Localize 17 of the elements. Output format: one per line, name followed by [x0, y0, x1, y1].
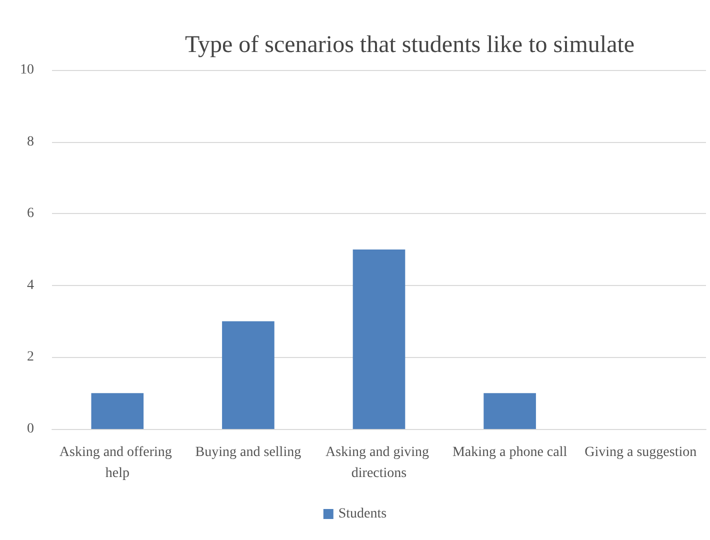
bar — [484, 393, 536, 429]
bar — [352, 250, 406, 429]
y-tick-label: 8 — [27, 134, 34, 150]
chart-title: Type of scenarios that students like to simulate — [185, 32, 635, 58]
x-tick-label: Buying and selling — [195, 445, 302, 460]
bar — [91, 393, 144, 429]
x-tick-label: Giving a suggestion — [584, 445, 697, 460]
x-tick-label: Making a phone call — [452, 445, 568, 460]
x-tick-label: Asking and offering help — [59, 445, 176, 481]
bar — [222, 321, 274, 429]
y-tick-label: 2 — [27, 350, 34, 365]
y-tick-label: 0 — [27, 422, 34, 436]
legend-label: Students — [338, 506, 387, 522]
x-tick-label: Asking and giving directions — [326, 445, 432, 481]
y-tick-label: 6 — [27, 206, 34, 222]
y-tick-label: 4 — [27, 278, 34, 293]
y-tick-label: 10 — [20, 62, 34, 78]
